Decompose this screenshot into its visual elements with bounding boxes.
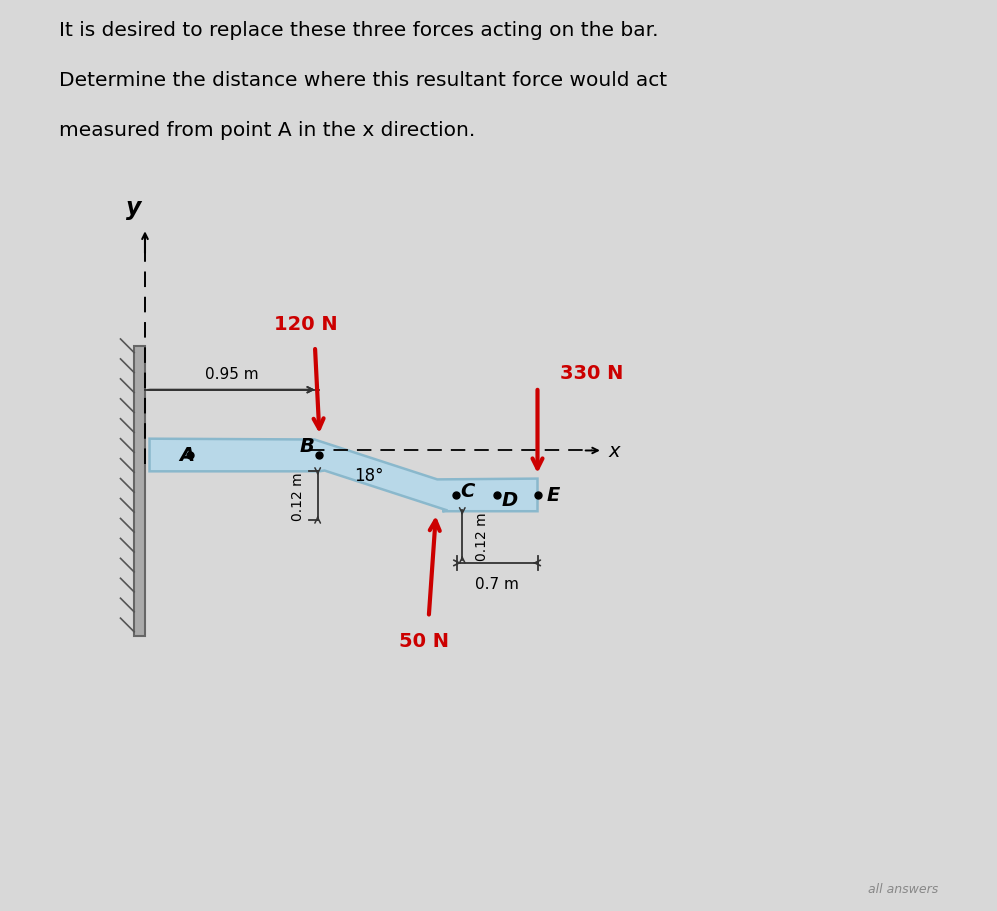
Text: 120 N: 120 N bbox=[274, 314, 338, 333]
Text: 0.95 m: 0.95 m bbox=[205, 366, 259, 381]
Text: E: E bbox=[546, 486, 560, 505]
Text: 18°: 18° bbox=[354, 466, 384, 485]
Text: 0.7 m: 0.7 m bbox=[476, 577, 519, 592]
Text: 0.12 m: 0.12 m bbox=[476, 511, 490, 560]
Text: Determine the distance where this resultant force would act: Determine the distance where this result… bbox=[59, 71, 667, 89]
Text: y: y bbox=[127, 196, 142, 220]
Text: x: x bbox=[608, 442, 620, 460]
Text: It is desired to replace these three forces acting on the bar.: It is desired to replace these three for… bbox=[59, 21, 658, 40]
Text: B: B bbox=[300, 437, 315, 456]
Polygon shape bbox=[150, 439, 537, 512]
Bar bbox=[135, 347, 145, 637]
Text: 0.12 m: 0.12 m bbox=[291, 472, 305, 520]
Text: 330 N: 330 N bbox=[560, 364, 623, 383]
Text: all answers: all answers bbox=[867, 882, 938, 895]
Text: D: D bbox=[501, 490, 517, 509]
Text: A: A bbox=[179, 446, 194, 465]
Text: C: C bbox=[461, 481, 475, 500]
Text: measured from point A in the x direction.: measured from point A in the x direction… bbox=[59, 120, 476, 139]
Text: 50 N: 50 N bbox=[399, 631, 450, 650]
